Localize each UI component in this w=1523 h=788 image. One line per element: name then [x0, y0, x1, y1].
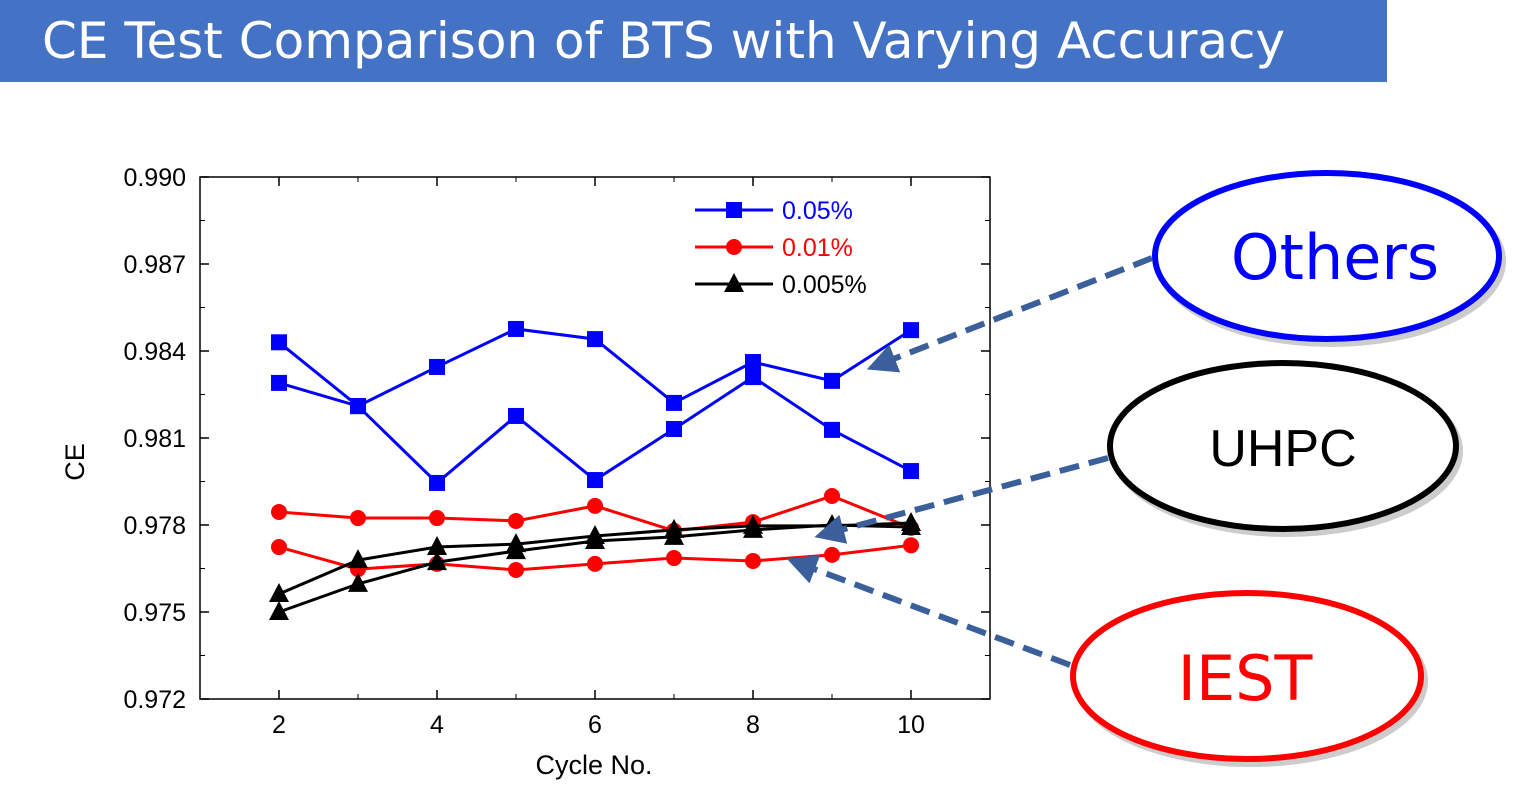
data-point: [427, 551, 447, 571]
y-tick-label: 0.972: [123, 686, 186, 714]
data-point: [271, 374, 287, 391]
y-tick-label: 0.987: [123, 251, 186, 279]
arrow-icon: [814, 455, 1109, 544]
data-point: [429, 474, 445, 491]
data-point: [350, 398, 366, 415]
y-tick-label: 0.978: [123, 512, 186, 540]
series-0-05-run-2-: [271, 369, 919, 491]
y-tick-label: 0.981: [123, 425, 186, 453]
data-point: [350, 510, 366, 527]
x-tick-label: 8: [746, 711, 760, 739]
callout-ellipse: [1107, 360, 1459, 532]
x-axis-label: Cycle No.: [535, 750, 652, 780]
legend-label: 0.01%: [782, 234, 853, 262]
data-point: [587, 497, 603, 514]
x-tick-label: 4: [430, 711, 444, 739]
y-tick-label: 0.990: [123, 164, 186, 192]
callout-label: UHPC: [1209, 420, 1356, 478]
data-point: [664, 525, 684, 545]
data-point: [427, 536, 447, 556]
data-point: [587, 331, 603, 348]
y-tick-label: 0.984: [123, 338, 186, 366]
legend-entry: 0.005%: [695, 271, 867, 299]
series-0-005-run-2-: [269, 514, 921, 620]
legend-entry: 0.05%: [695, 197, 853, 225]
callout-iest: IEST: [786, 555, 1428, 767]
data-point: [903, 463, 919, 480]
data-point: [587, 555, 603, 572]
series-line: [278, 375, 912, 485]
plot-frame: [199, 176, 991, 700]
y-tick-label: 0.975: [123, 599, 186, 627]
data-point: [824, 372, 840, 389]
legend-marker: [726, 202, 742, 218]
x-tick-label: 6: [588, 711, 602, 739]
data-point: [903, 537, 919, 554]
x-tick-label: 10: [897, 711, 925, 739]
data-point: [271, 539, 287, 556]
arrow-icon: [866, 255, 1154, 373]
data-point: [824, 488, 840, 504]
x-tick-label: 2: [272, 711, 286, 739]
callout-uhpc: UHPC: [814, 360, 1463, 544]
title-banner: CE Test Comparison of BTS with Varying A…: [0, 0, 1387, 82]
data-point: [269, 601, 289, 620]
data-point: [429, 510, 445, 527]
data-point: [269, 583, 289, 603]
callout-ellipse: [1070, 590, 1424, 762]
data-point: [508, 561, 524, 578]
data-point: [271, 503, 287, 520]
data-point: [508, 320, 524, 337]
data-point: [666, 394, 682, 411]
callout-label: IEST: [1178, 642, 1314, 715]
data-point: [271, 334, 287, 351]
data-point: [743, 518, 763, 538]
slide-title: CE Test Comparison of BTS with Varying A…: [42, 12, 1286, 70]
data-point: [745, 354, 761, 371]
y-axis-label: CE: [60, 443, 90, 481]
series-0-05-run-1-: [271, 320, 919, 415]
callout-ellipse: [1152, 170, 1502, 342]
data-point: [745, 552, 761, 569]
legend-label: 0.05%: [782, 197, 853, 225]
data-point: [824, 546, 840, 563]
data-point: [585, 529, 605, 549]
data-point: [666, 421, 682, 438]
data-point: [508, 407, 524, 424]
legend-marker: [726, 239, 742, 255]
data-point: [508, 512, 524, 529]
legend-label: 0.005%: [782, 271, 867, 299]
data-point: [587, 472, 603, 489]
legend-entry: 0.01%: [695, 234, 853, 262]
arrow-icon: [786, 555, 1072, 668]
data-point: [824, 421, 840, 438]
data-point: [666, 550, 682, 567]
data-point: [901, 516, 921, 536]
data-point: [745, 369, 761, 386]
callout-label: Others: [1231, 221, 1439, 294]
legend-marker: [724, 273, 744, 292]
data-point: [506, 540, 526, 560]
data-point: [903, 322, 919, 339]
callout-others: Others: [866, 170, 1506, 373]
data-point: [348, 572, 368, 592]
data-point: [429, 358, 445, 375]
data-point: [348, 549, 368, 569]
